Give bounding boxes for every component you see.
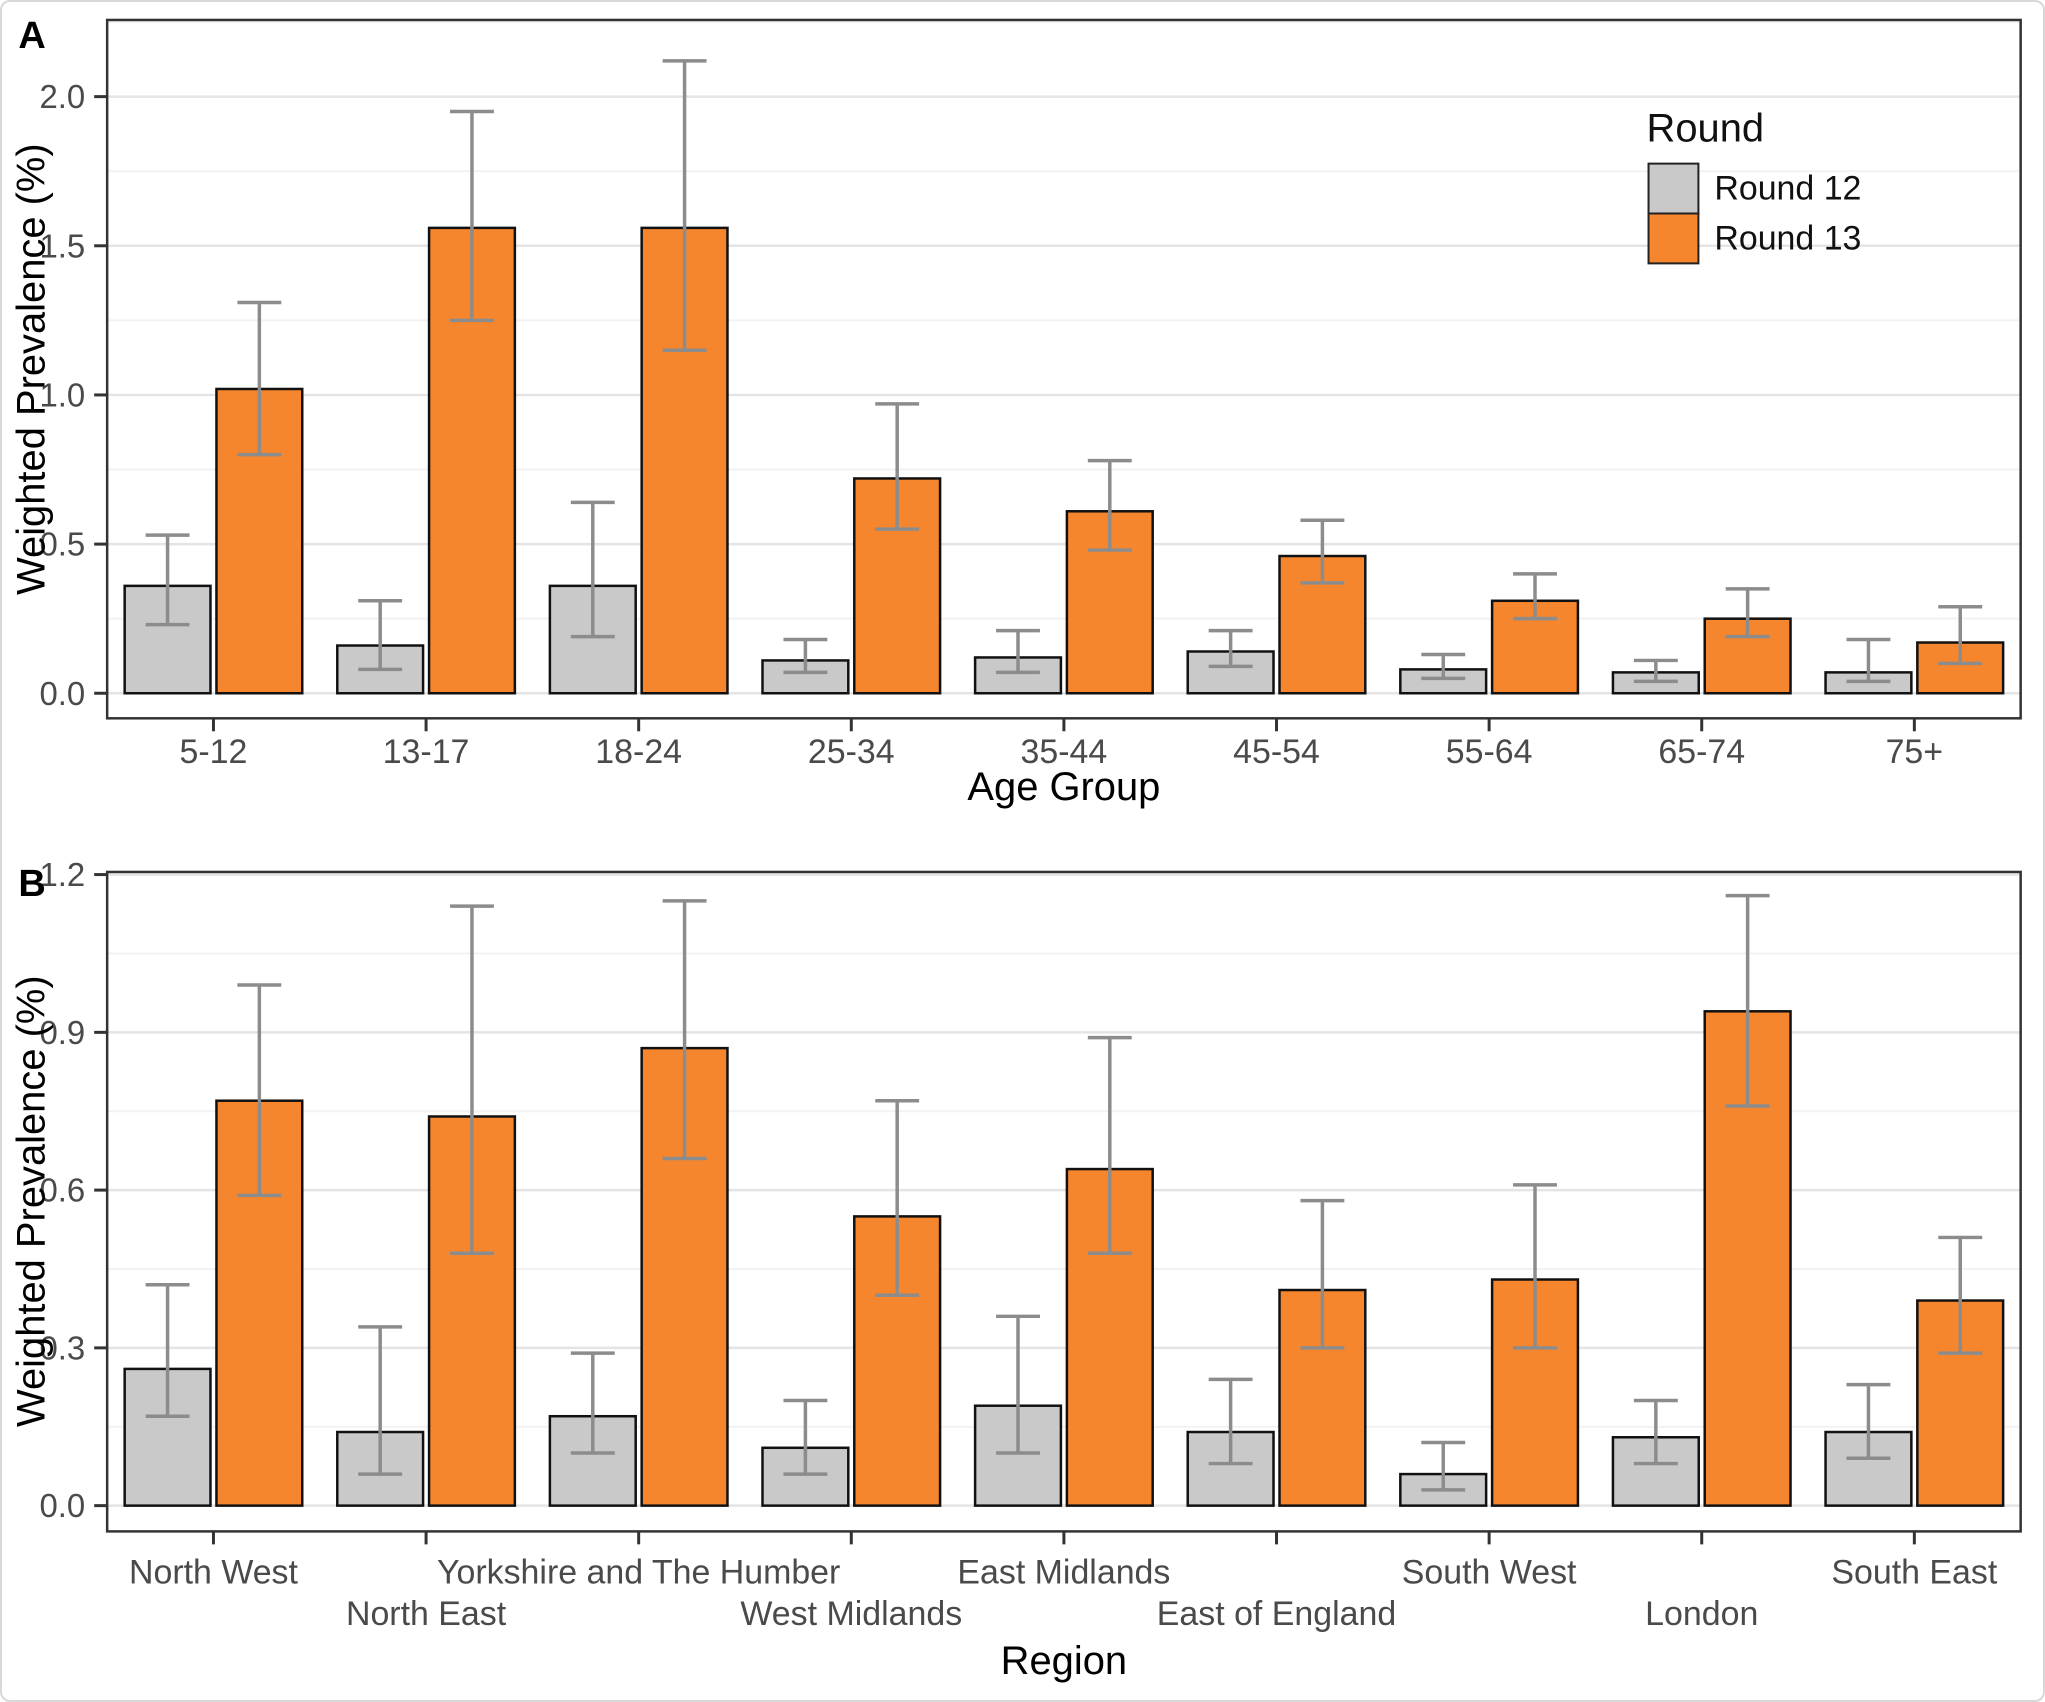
error-bar — [996, 628, 1040, 675]
error-bar — [1846, 637, 1891, 684]
y-tick-label: 0.5 — [39, 526, 85, 563]
y-tick-label: 0.9 — [39, 1014, 85, 1051]
error-bar — [1208, 1377, 1253, 1466]
bar-round12-18-24 — [548, 584, 637, 695]
x-tick-label: 45-54 — [1233, 733, 1320, 771]
error-bar — [570, 1351, 615, 1455]
error-bar — [145, 1283, 190, 1418]
error-bar — [1938, 604, 1983, 666]
error-bar — [1300, 518, 1345, 585]
x-tick-label: North West — [129, 1553, 299, 1591]
error-bar — [1421, 1440, 1466, 1492]
x-tick-label: 55-64 — [1446, 733, 1533, 771]
error-bar — [450, 109, 494, 323]
legend-swatch-round13-icon — [1647, 212, 1700, 265]
error-bar — [237, 983, 282, 1198]
x-tick-label: North East — [346, 1595, 507, 1633]
error-bar — [1938, 1235, 1983, 1355]
error-bar — [662, 59, 707, 352]
error-bar — [1513, 572, 1557, 621]
y-tick-label: 1.5 — [39, 227, 85, 264]
panel-b: 0.0 0.3 0.6 0.9 1.2 North West North East Yorks… — [39, 856, 2022, 1633]
panel-a-xaxis-title: Age Group — [967, 765, 1160, 809]
panel-a-letter: A — [18, 15, 45, 57]
error-bar — [875, 402, 920, 531]
error-bar — [1087, 1035, 1132, 1255]
error-bar — [783, 637, 828, 675]
error-bar — [1725, 893, 1770, 1108]
y-tick-label: 0.6 — [39, 1172, 85, 1209]
panel-b-yaxis-title: Weighted Prevalence (%) — [9, 975, 53, 1427]
x-tick-label: East of England — [1157, 1595, 1396, 1633]
x-tick-label: 13-17 — [383, 733, 470, 771]
legend-title: Round — [1647, 107, 1765, 151]
error-bar — [783, 1398, 828, 1476]
y-tick-label: 2.0 — [39, 78, 85, 115]
x-tick-label: 75+ — [1886, 733, 1944, 771]
error-bar — [237, 300, 282, 457]
x-tick-label: South East — [1831, 1553, 1997, 1591]
error-bar — [358, 1325, 403, 1476]
error-bar — [358, 599, 403, 672]
error-bar — [1725, 587, 1770, 639]
x-tick-label: Yorkshire and The Humber — [437, 1553, 840, 1591]
bar-round13-east-of-england — [1278, 1288, 1367, 1507]
error-bar — [450, 904, 494, 1255]
legend: Round Round 12 Round 13 — [1647, 107, 1861, 265]
x-tick-label: South West — [1402, 1553, 1577, 1591]
x-tick-label: 18-24 — [595, 733, 682, 771]
error-bar — [875, 1098, 920, 1298]
legend-label-round12: Round 12 — [1714, 170, 1861, 208]
error-bar — [1846, 1382, 1891, 1461]
x-tick-label: East Midlands — [957, 1553, 1170, 1591]
panel-a-yaxis-title: Weighted Prevalence (%) — [9, 143, 53, 595]
panel-a: 0.0 0.5 1.0 1.5 2.0 5-12 13-17 18-24 25-34 35-44 4… — [39, 18, 2022, 771]
x-tick-label: 25-34 — [808, 733, 895, 771]
x-tick-label: West Midlands — [740, 1595, 962, 1633]
x-tick-label: 65-74 — [1658, 733, 1745, 771]
error-bar — [1633, 658, 1678, 684]
y-tick-label: 1.2 — [39, 856, 85, 893]
y-tick-label: 0.0 — [39, 675, 85, 712]
panel-b-letter: B — [18, 863, 45, 905]
x-tick-label: London — [1645, 1595, 1758, 1633]
legend-label-round13: Round 13 — [1714, 219, 1861, 257]
error-bar — [570, 500, 615, 639]
panel-b-xaxis-title: Region — [1001, 1639, 1127, 1683]
legend-swatch-round12-icon — [1647, 162, 1700, 215]
error-bar — [1208, 628, 1253, 669]
error-bar — [1513, 1183, 1557, 1350]
y-tick-label: 0.3 — [39, 1329, 85, 1366]
y-tick-label: 0.0 — [39, 1487, 85, 1524]
error-bar — [662, 899, 707, 1161]
chart-render-root: 0.0 0.5 1.0 1.5 2.0 5-12 13-17 18-24 25-34 35-44 4… — [39, 18, 2022, 1633]
x-tick-label: 5-12 — [180, 733, 248, 771]
error-bar — [1300, 1198, 1345, 1350]
error-bar — [996, 1314, 1040, 1455]
error-bar — [1421, 652, 1466, 681]
x-tick-label: 35-44 — [1021, 733, 1108, 771]
error-bar — [1633, 1398, 1678, 1466]
error-bar — [1087, 458, 1132, 552]
y-tick-label: 1.0 — [39, 376, 85, 413]
bar-round12-east-midlands — [973, 1404, 1063, 1507]
error-bar — [145, 533, 190, 627]
